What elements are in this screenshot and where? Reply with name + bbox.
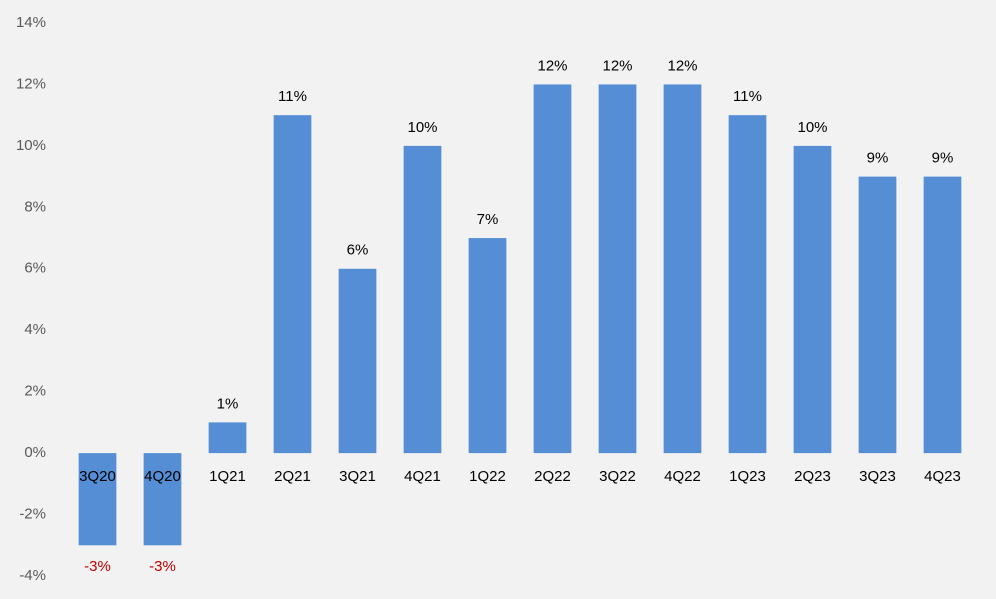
value-label: 6% bbox=[347, 242, 369, 259]
x-tick-label: 2Q22 bbox=[534, 468, 571, 485]
y-tick-label: 14% bbox=[16, 14, 46, 31]
y-tick-label: 12% bbox=[16, 75, 46, 92]
value-label: 10% bbox=[797, 119, 827, 136]
value-label: 12% bbox=[667, 57, 697, 74]
x-tick-label: 3Q22 bbox=[599, 468, 636, 485]
y-tick-label: 8% bbox=[24, 198, 46, 215]
value-label: -3% bbox=[149, 558, 176, 575]
bar bbox=[858, 176, 897, 454]
y-tick-label: 4% bbox=[24, 321, 46, 338]
value-label: 1% bbox=[217, 395, 239, 412]
value-label: 10% bbox=[407, 119, 437, 136]
x-tick-label: 1Q22 bbox=[469, 468, 506, 485]
value-label: 12% bbox=[602, 57, 632, 74]
x-tick-label: 4Q21 bbox=[404, 468, 441, 485]
bar bbox=[663, 84, 702, 454]
value-label: 9% bbox=[932, 150, 954, 167]
value-label: -3% bbox=[84, 558, 111, 575]
bar bbox=[78, 453, 117, 546]
x-tick-label: 4Q20 bbox=[144, 468, 181, 485]
y-tick-label: 0% bbox=[24, 444, 46, 461]
y-tick-label: -4% bbox=[19, 567, 46, 584]
value-label: 12% bbox=[537, 57, 567, 74]
bar bbox=[143, 453, 182, 546]
x-tick-label: 4Q22 bbox=[664, 468, 701, 485]
x-tick-label: 1Q23 bbox=[729, 468, 766, 485]
value-label: 9% bbox=[867, 150, 889, 167]
x-tick-label: 2Q23 bbox=[794, 468, 831, 485]
x-tick-label: 3Q23 bbox=[859, 468, 896, 485]
value-label: 7% bbox=[477, 211, 499, 228]
bar bbox=[533, 84, 572, 454]
x-tick-label: 3Q21 bbox=[339, 468, 376, 485]
y-tick-label: 10% bbox=[16, 137, 46, 154]
value-label: 11% bbox=[733, 88, 762, 105]
y-tick-label: 2% bbox=[24, 383, 46, 400]
bar bbox=[793, 145, 832, 454]
bar bbox=[273, 115, 312, 454]
value-label: 11% bbox=[278, 88, 307, 105]
x-tick-label: 4Q23 bbox=[924, 468, 961, 485]
bar bbox=[468, 238, 507, 454]
x-tick-label: 2Q21 bbox=[274, 468, 311, 485]
bar bbox=[208, 422, 247, 454]
y-tick-label: 6% bbox=[24, 260, 46, 277]
bar bbox=[338, 268, 377, 454]
bar bbox=[923, 176, 962, 454]
bar bbox=[598, 84, 637, 454]
bar bbox=[728, 115, 767, 454]
bar bbox=[403, 145, 442, 454]
y-tick-label: -2% bbox=[19, 506, 46, 523]
x-tick-label: 3Q20 bbox=[79, 468, 116, 485]
x-tick-label: 1Q21 bbox=[209, 468, 246, 485]
